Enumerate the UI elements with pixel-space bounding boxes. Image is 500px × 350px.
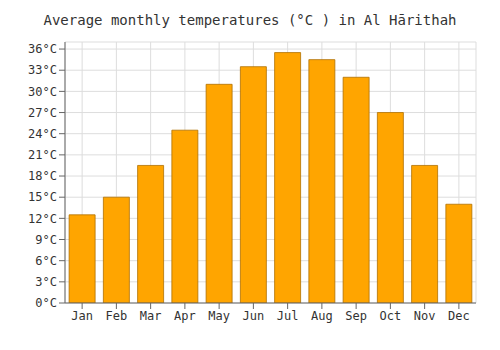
- svg-text:May: May: [208, 309, 230, 323]
- svg-text:Apr: Apr: [174, 309, 196, 323]
- svg-text:18°C: 18°C: [28, 169, 57, 183]
- svg-text:30°C: 30°C: [28, 85, 57, 99]
- svg-text:3°C: 3°C: [35, 275, 57, 289]
- svg-text:21°C: 21°C: [28, 148, 57, 162]
- svg-text:Jan: Jan: [71, 309, 93, 323]
- svg-text:Mar: Mar: [140, 309, 162, 323]
- html-text:Average monthly temperatures (: Average monthly temperatures (°C ) in Al…: [43, 12, 457, 28]
- svg-text:9°C: 9°C: [35, 233, 57, 247]
- svg-text:Aug: Aug: [311, 309, 333, 323]
- svg-text:12°C: 12°C: [28, 212, 57, 226]
- svg-text:Jun: Jun: [243, 309, 265, 323]
- svg-text:27°C: 27°C: [28, 106, 57, 120]
- svg-text:6°C: 6°C: [35, 254, 57, 268]
- svg-text:36°C: 36°C: [28, 42, 57, 56]
- svg-text:Sep: Sep: [345, 309, 367, 323]
- svg-text:Nov: Nov: [414, 309, 436, 323]
- svg-text:Jul: Jul: [277, 309, 299, 323]
- svg-text:Dec: Dec: [448, 309, 470, 323]
- svg-text:Feb: Feb: [106, 309, 128, 323]
- svg-text:0°C: 0°C: [35, 296, 57, 310]
- svg-text:33°C: 33°C: [28, 63, 57, 77]
- svg-text:15°C: 15°C: [28, 190, 57, 204]
- svg-text:24°C: 24°C: [28, 127, 57, 141]
- svg-text:Oct: Oct: [380, 309, 402, 323]
